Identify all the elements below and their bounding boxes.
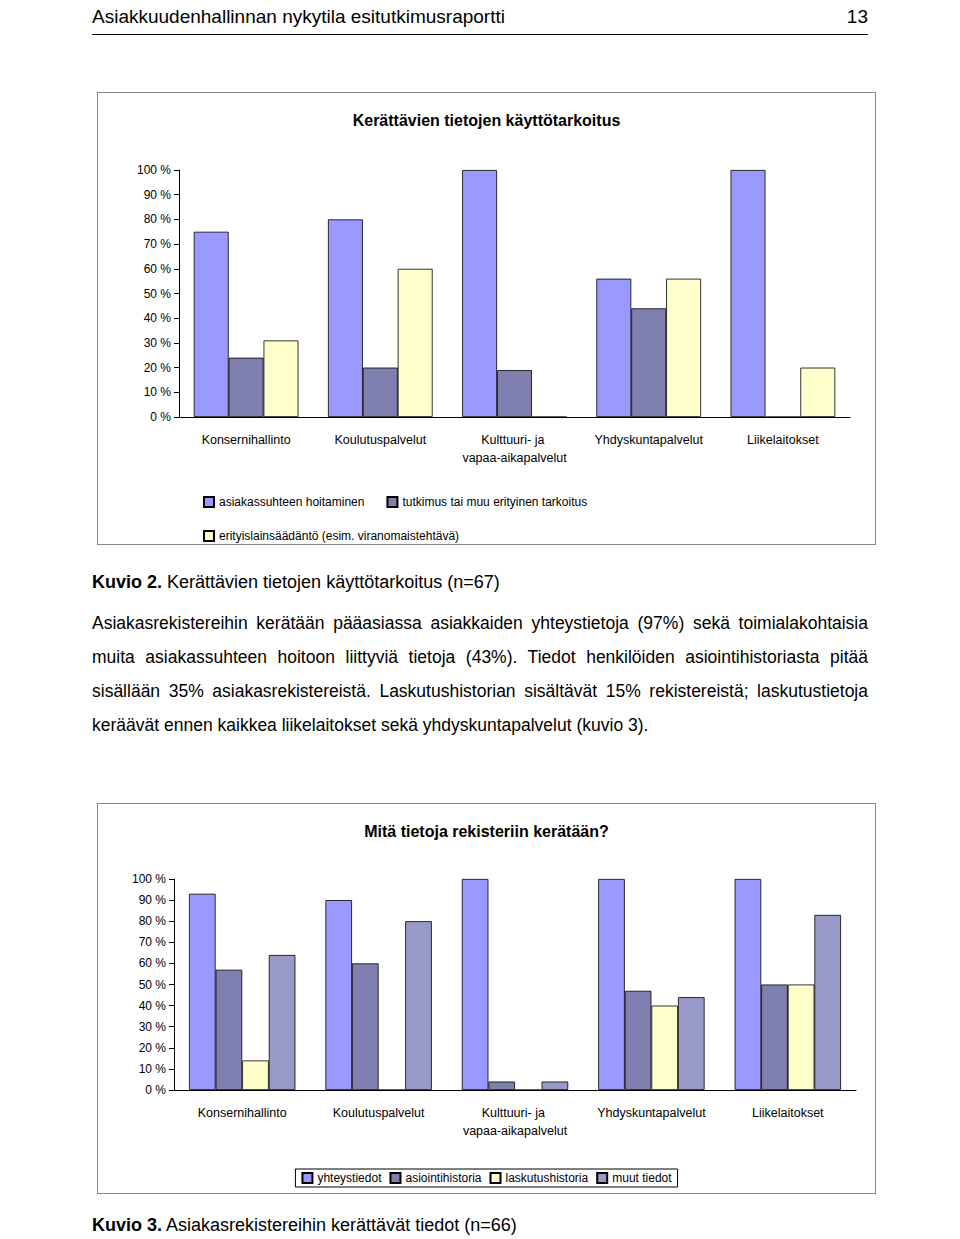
svg-text:tutkimus tai muu erityinen tar: tutkimus tai muu erityinen tarkoitus <box>402 495 587 509</box>
html-text:Asiakkuudenhallinnan nykytila: Asiakkuudenhallinnan nykytila esitutkimu… <box>92 6 505 27</box>
svg-text:0 %: 0 % <box>150 410 171 424</box>
svg-text:Kulttuuri- ja: Kulttuuri- ja <box>481 433 548 447</box>
svg-text:Koulutuspalvelut: Koulutuspalvelut <box>333 1106 425 1120</box>
svg-text:70 %: 70 % <box>144 237 172 251</box>
html-text:Kuvio 3. Asiakasrekistereihin: Kuvio 3. Asiakasrekistereihin kerättävät… <box>92 1215 517 1235</box>
svg-text:80 %: 80 % <box>144 212 172 226</box>
svg-text:30 %: 30 % <box>144 336 172 350</box>
svg-text:40 %: 40 % <box>144 311 172 325</box>
svg-text:90 %: 90 % <box>139 893 167 907</box>
svg-text:asiakassuhteen hoitaminen: asiakassuhteen hoitaminen <box>219 495 364 509</box>
svg-text:Konsernihallinto: Konsernihallinto <box>198 1106 287 1120</box>
svg-text:90 %: 90 % <box>144 188 172 202</box>
svg-text:10 %: 10 % <box>144 385 172 399</box>
svg-text:0 %: 0 % <box>145 1083 166 1097</box>
svg-text:20 %: 20 % <box>144 361 172 375</box>
html-text:13: 13 <box>846 6 868 27</box>
svg-text:50 %: 50 % <box>144 287 172 301</box>
svg-text:yhteystiedot: yhteystiedot <box>317 1171 382 1185</box>
svg-text:80 %: 80 % <box>139 914 167 928</box>
svg-text:Mitä tietoja rekisteriin kerät: Mitä tietoja rekisteriin kerätään? <box>364 823 609 840</box>
svg-text:erityislainsäädäntö (esim. vir: erityislainsäädäntö (esim. viranomaisteh… <box>219 529 459 543</box>
svg-text:100 %: 100 % <box>137 163 171 177</box>
svg-text:Yhdyskuntapalvelut: Yhdyskuntapalvelut <box>597 1106 706 1120</box>
svg-text:Yhdyskuntapalvelut: Yhdyskuntapalvelut <box>594 433 703 447</box>
svg-text:50 %: 50 % <box>139 978 167 992</box>
svg-text:40 %: 40 % <box>139 999 167 1013</box>
svg-text:muut tiedot: muut tiedot <box>612 1171 672 1185</box>
svg-text:laskutushistoria: laskutushistoria <box>506 1171 589 1185</box>
html-text:Asiakasrekistereihin kerätään: Asiakasrekistereihin kerätään pääasiassa… <box>92 613 868 735</box>
svg-text:60 %: 60 % <box>144 262 172 276</box>
svg-text:Koulutuspalvelut: Koulutuspalvelut <box>334 433 426 447</box>
svg-text:asiointihistoria: asiointihistoria <box>405 1171 481 1185</box>
svg-text:Liikelaitokset: Liikelaitokset <box>747 433 819 447</box>
svg-text:30 %: 30 % <box>139 1020 167 1034</box>
svg-text:100 %: 100 % <box>132 872 166 886</box>
svg-text:vapaa-aikapalvelut: vapaa-aikapalvelut <box>462 451 567 465</box>
svg-text:Konsernihallinto: Konsernihallinto <box>202 433 291 447</box>
svg-text:Kerättävien tietojen käyttötar: Kerättävien tietojen käyttötarkoitus <box>353 112 621 129</box>
svg-text:Kulttuuri- ja: Kulttuuri- ja <box>482 1106 549 1120</box>
svg-text:60 %: 60 % <box>139 956 167 970</box>
svg-text:vapaa-aikapalvelut: vapaa-aikapalvelut <box>463 1124 568 1138</box>
svg-text:Liikelaitokset: Liikelaitokset <box>752 1106 824 1120</box>
svg-text:20 %: 20 % <box>139 1041 167 1055</box>
html-text:Kuvio 2. Kerättävien tietojen: Kuvio 2. Kerättävien tietojen käyttötark… <box>92 572 500 592</box>
svg-text:10 %: 10 % <box>139 1062 167 1076</box>
svg-text:70 %: 70 % <box>139 935 167 949</box>
